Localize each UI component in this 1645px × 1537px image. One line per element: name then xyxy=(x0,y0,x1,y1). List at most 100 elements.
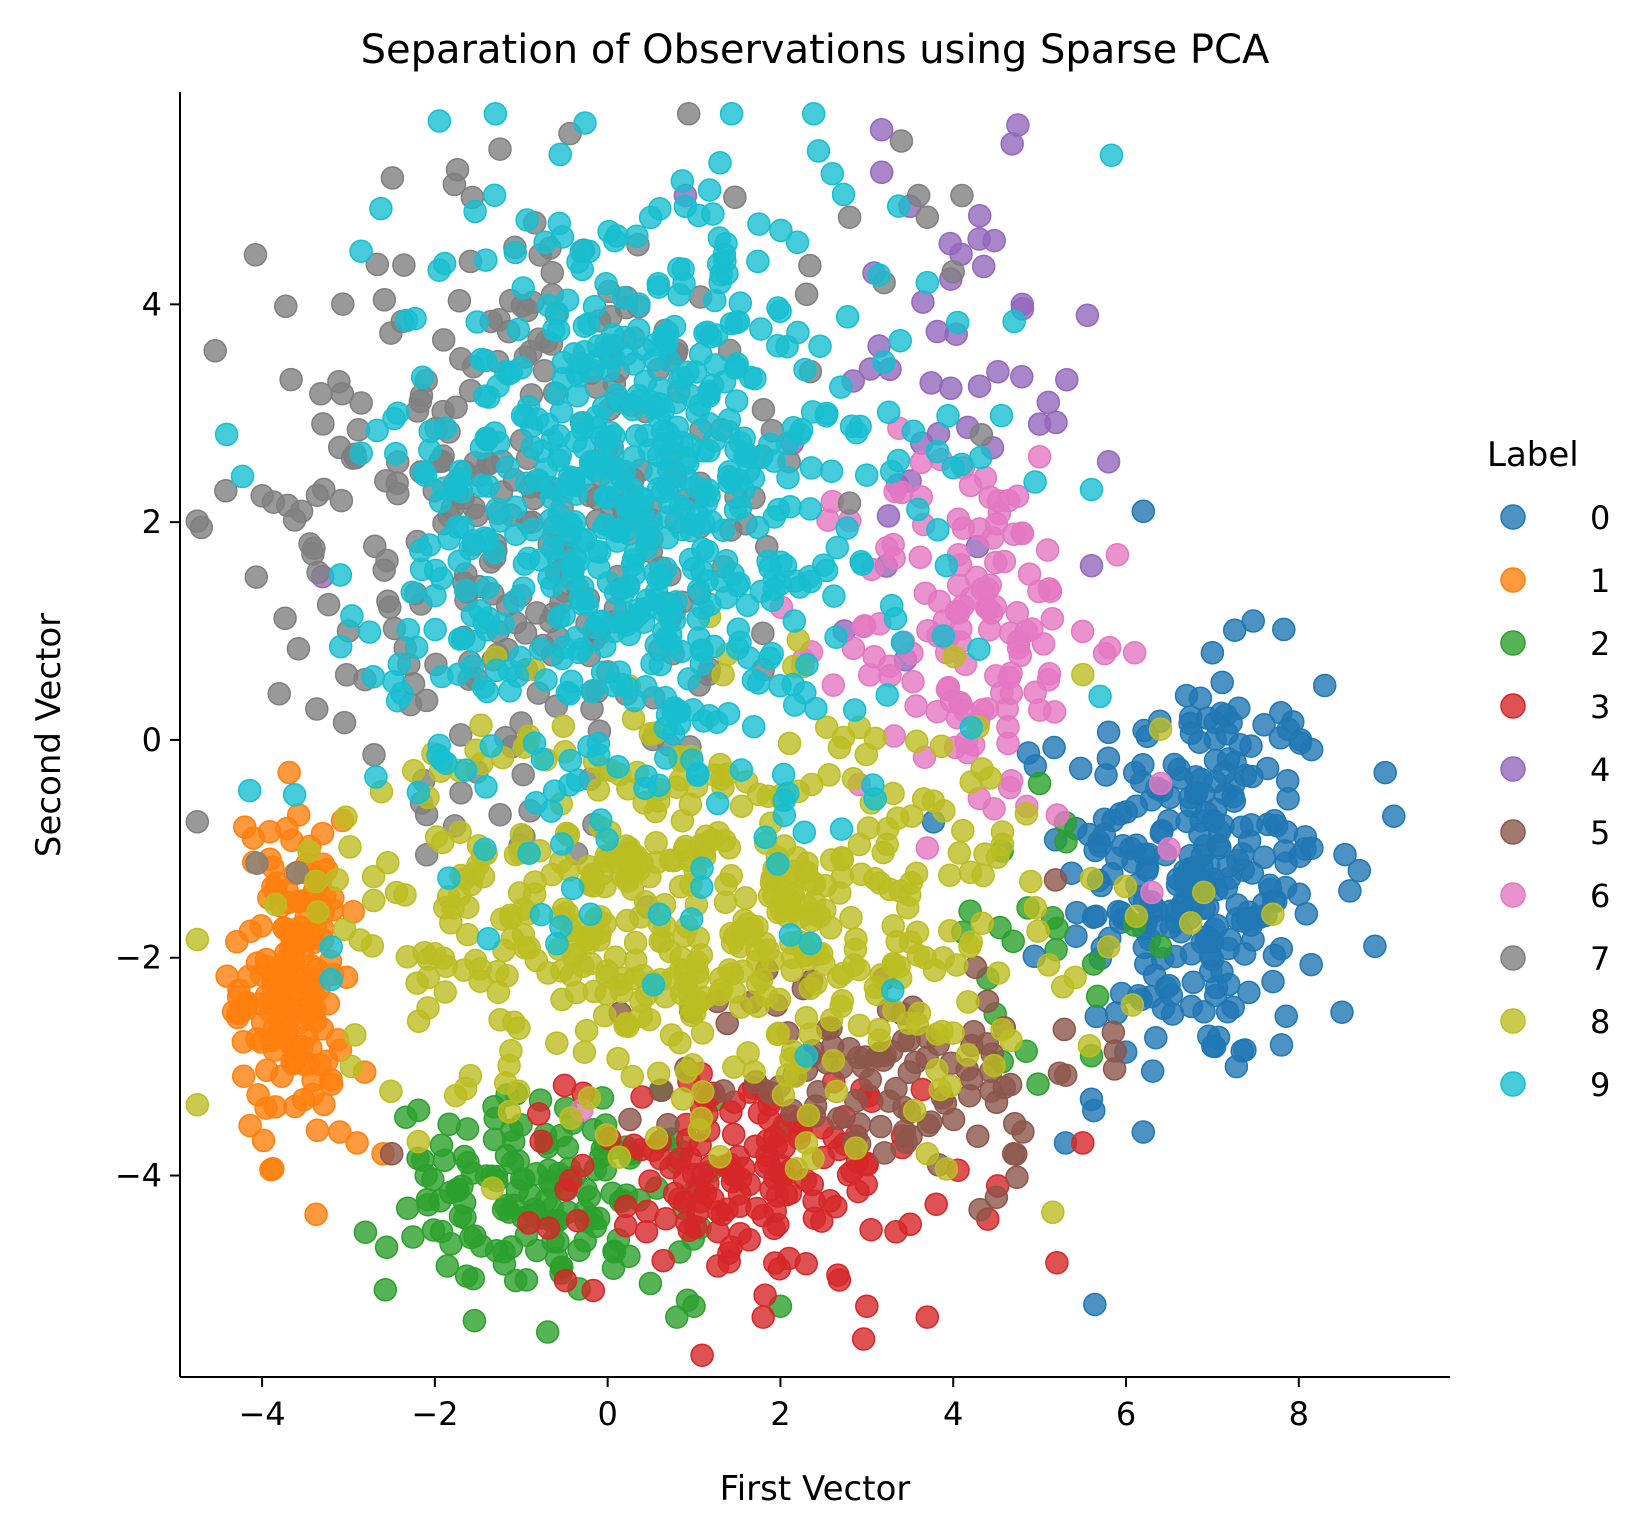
point-label-9 xyxy=(521,518,545,542)
legend-marker xyxy=(1500,630,1526,656)
point-label-9 xyxy=(503,240,528,265)
point-label-0 xyxy=(1252,713,1276,737)
point-label-9 xyxy=(437,866,461,890)
point-label-9 xyxy=(349,239,373,263)
point-label-0 xyxy=(1199,959,1223,984)
point-label-8 xyxy=(1178,911,1203,935)
point-label-0 xyxy=(1261,969,1285,994)
point-label-9 xyxy=(427,109,452,133)
point-label-4 xyxy=(939,376,963,401)
point-label-4 xyxy=(986,360,1010,384)
point-label-9 xyxy=(534,668,558,692)
point-label-2 xyxy=(462,1308,487,1333)
point-label-8 xyxy=(577,1086,602,1110)
point-label-0 xyxy=(1299,952,1323,977)
point-label-6 xyxy=(1027,445,1052,469)
point-label-7 xyxy=(309,382,333,406)
point-label-8 xyxy=(1019,869,1043,894)
point-label-8 xyxy=(928,1077,952,1102)
point-label-8 xyxy=(613,1014,637,1038)
point-label-8 xyxy=(951,818,975,843)
point-label-9 xyxy=(789,418,814,442)
point-label-9 xyxy=(708,151,732,175)
point-label-0 xyxy=(1092,822,1117,847)
point-label-0 xyxy=(1068,756,1093,781)
point-label-3 xyxy=(1045,1250,1069,1275)
point-label-7 xyxy=(331,292,355,316)
point-label-7 xyxy=(214,479,238,503)
point-label-4 xyxy=(967,374,992,398)
point-label-7 xyxy=(380,166,405,190)
point-label-9 xyxy=(1099,143,1124,167)
point-label-3 xyxy=(613,1213,638,1238)
point-label-8 xyxy=(379,1079,403,1104)
point-label-8 xyxy=(844,1136,868,1160)
point-label-9 xyxy=(854,463,879,487)
point-label-9 xyxy=(529,439,554,463)
point-label-9 xyxy=(533,230,557,255)
point-label-0 xyxy=(1224,1054,1249,1079)
point-label-9 xyxy=(872,350,896,374)
point-label-9 xyxy=(768,299,792,324)
point-label-9 xyxy=(387,652,412,676)
point-label-8 xyxy=(830,847,855,872)
point-label-9 xyxy=(728,291,753,315)
point-label-9 xyxy=(769,550,793,574)
point-label-8 xyxy=(669,957,693,982)
point-label-8 xyxy=(905,920,930,945)
point-label-6 xyxy=(857,663,882,687)
point-label-1 xyxy=(291,1087,316,1112)
x-tick-label: 2 xyxy=(770,1395,790,1433)
point-label-2 xyxy=(353,1220,378,1244)
point-label-8 xyxy=(814,715,839,739)
point-label-2 xyxy=(1085,984,1110,1009)
point-label-9 xyxy=(596,570,621,595)
point-label-0 xyxy=(1208,835,1232,860)
point-label-8 xyxy=(1071,662,1095,687)
point-label-6 xyxy=(1001,522,1026,546)
point-label-9 xyxy=(670,169,695,193)
point-label-9 xyxy=(496,362,521,386)
point-label-6 xyxy=(841,636,866,661)
point-label-9 xyxy=(625,224,649,248)
point-label-7 xyxy=(282,508,307,532)
point-label-8 xyxy=(847,832,872,857)
point-label-8 xyxy=(468,969,492,993)
point-label-3 xyxy=(635,1199,659,1224)
point-label-6 xyxy=(955,740,980,765)
point-label-8 xyxy=(574,1018,599,1043)
point-label-5 xyxy=(1052,1017,1077,1042)
point-label-9 xyxy=(673,194,698,219)
point-label-9 xyxy=(881,978,905,1003)
point-label-0 xyxy=(1256,812,1280,837)
point-label-9 xyxy=(488,509,513,533)
point-label-9 xyxy=(476,927,501,951)
point-label-9 xyxy=(539,799,564,823)
point-label-8 xyxy=(978,766,1002,790)
point-label-9 xyxy=(760,642,784,666)
point-label-7 xyxy=(334,663,359,687)
point-label-1 xyxy=(280,928,304,952)
legend-item-8: 8 xyxy=(1500,1003,1610,1041)
x-axis-label: First Vector xyxy=(720,1469,911,1509)
point-label-7 xyxy=(185,810,210,834)
point-label-2 xyxy=(617,1244,641,1269)
point-label-8 xyxy=(1192,880,1216,905)
point-label-5 xyxy=(916,1113,941,1138)
point-label-1 xyxy=(312,1092,336,1117)
point-label-8 xyxy=(361,888,386,913)
point-label-8 xyxy=(448,820,472,844)
point-label-8 xyxy=(915,1142,940,1166)
point-label-0 xyxy=(1200,641,1225,665)
point-label-9 xyxy=(432,251,457,276)
point-label-9 xyxy=(626,602,651,627)
point-label-0 xyxy=(1131,499,1156,524)
point-label-2 xyxy=(401,1225,425,1249)
point-label-0 xyxy=(1212,761,1237,785)
point-label-3 xyxy=(898,1212,922,1237)
point-label-9 xyxy=(694,491,719,515)
point-label-9 xyxy=(806,139,831,163)
point-label-9 xyxy=(668,494,693,519)
y-ticks: −4 −2 0 2 4 xyxy=(115,285,180,1195)
point-label-3 xyxy=(859,1217,883,1242)
